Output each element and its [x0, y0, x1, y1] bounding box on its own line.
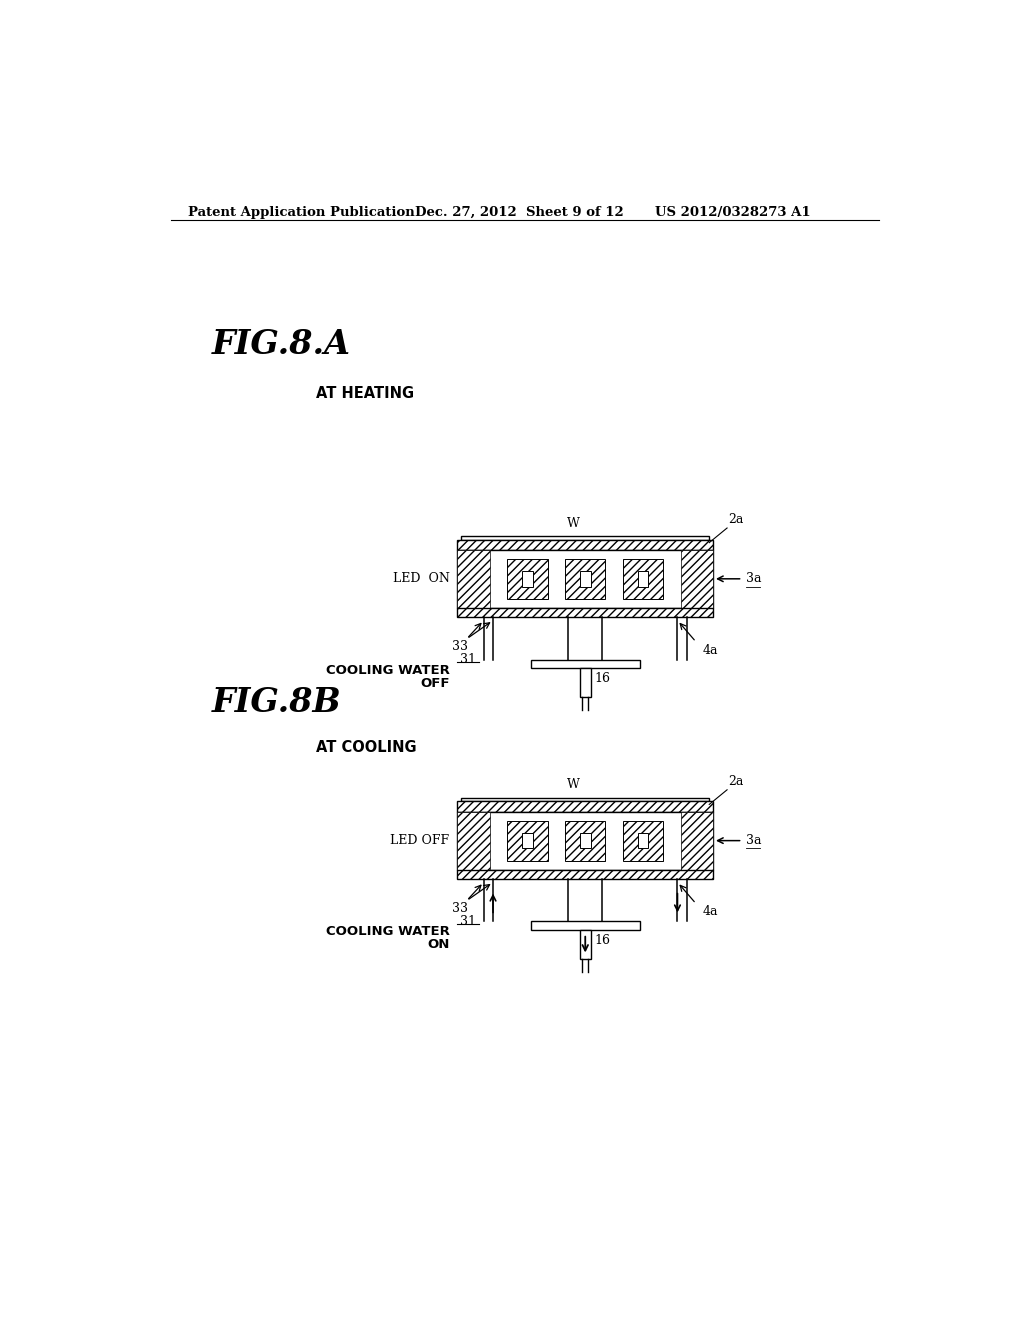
- Bar: [522, 572, 532, 586]
- Bar: [580, 572, 591, 586]
- Text: 16: 16: [595, 933, 610, 946]
- Text: 31: 31: [460, 915, 476, 928]
- Polygon shape: [681, 812, 713, 870]
- Polygon shape: [458, 540, 713, 550]
- Bar: [580, 668, 591, 697]
- Text: 31: 31: [460, 653, 476, 665]
- Text: W: W: [567, 779, 580, 792]
- Polygon shape: [458, 550, 489, 609]
- Text: 2a: 2a: [729, 513, 744, 527]
- Bar: [638, 833, 648, 849]
- Polygon shape: [458, 812, 713, 870]
- Polygon shape: [507, 821, 548, 861]
- Bar: [580, 929, 591, 960]
- Text: OFF: OFF: [420, 677, 450, 689]
- Bar: [580, 833, 591, 849]
- Text: ON: ON: [427, 939, 450, 952]
- Text: FIG.8.A: FIG.8.A: [212, 327, 350, 360]
- Polygon shape: [565, 558, 605, 599]
- Text: FIG.8B: FIG.8B: [212, 686, 341, 719]
- Bar: [461, 797, 710, 801]
- Text: Dec. 27, 2012  Sheet 9 of 12: Dec. 27, 2012 Sheet 9 of 12: [415, 206, 624, 219]
- Polygon shape: [565, 821, 605, 861]
- Text: 33: 33: [453, 640, 468, 653]
- Polygon shape: [458, 870, 713, 879]
- Text: 16: 16: [595, 672, 610, 685]
- Text: 2a: 2a: [729, 775, 744, 788]
- Bar: [522, 833, 532, 849]
- Text: COOLING WATER: COOLING WATER: [326, 925, 450, 939]
- Bar: [531, 921, 640, 929]
- Polygon shape: [681, 550, 713, 609]
- Polygon shape: [623, 558, 664, 599]
- Text: 3a: 3a: [745, 834, 761, 847]
- Text: Patent Application Publication: Patent Application Publication: [188, 206, 415, 219]
- Polygon shape: [623, 821, 664, 861]
- Bar: [461, 536, 710, 540]
- Text: 4a: 4a: [702, 906, 718, 919]
- Bar: [638, 572, 648, 586]
- Text: COOLING WATER: COOLING WATER: [326, 664, 450, 677]
- Text: LED OFF: LED OFF: [390, 834, 450, 847]
- Polygon shape: [458, 609, 713, 618]
- Polygon shape: [458, 812, 489, 870]
- Text: 3a: 3a: [745, 573, 761, 585]
- Polygon shape: [507, 558, 548, 599]
- Text: LED  ON: LED ON: [393, 573, 450, 585]
- Polygon shape: [458, 801, 713, 812]
- Text: 33: 33: [453, 903, 468, 915]
- Text: US 2012/0328273 A1: US 2012/0328273 A1: [655, 206, 811, 219]
- Bar: [531, 660, 640, 668]
- Text: W: W: [567, 516, 580, 529]
- Text: AT COOLING: AT COOLING: [315, 739, 416, 755]
- Polygon shape: [458, 550, 713, 609]
- Text: 4a: 4a: [702, 644, 718, 656]
- Text: AT HEATING: AT HEATING: [315, 385, 414, 400]
